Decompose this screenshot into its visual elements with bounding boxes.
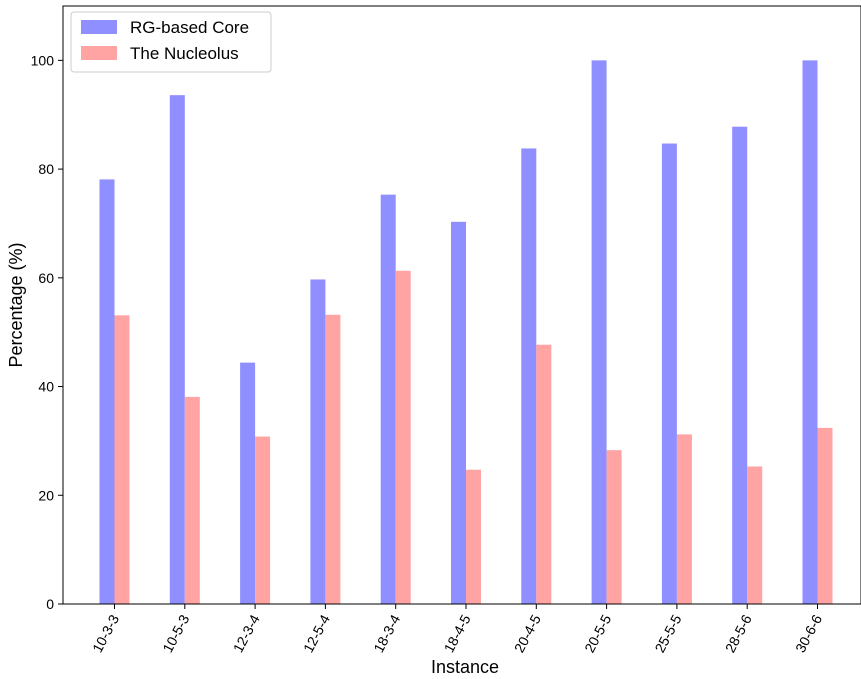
x-tick-label: 12-3-4	[230, 612, 263, 655]
bar-the-nucleolus-18-4-5	[466, 469, 481, 604]
legend-label-the-nucleolus: The Nucleolus	[130, 44, 239, 63]
legend-swatch-rg-based-core	[81, 20, 117, 34]
bar-the-nucleolus-28-5-6	[747, 466, 763, 604]
y-tick-label: 20	[38, 487, 54, 503]
bar-rg-based-core-25-5-5	[661, 143, 677, 605]
bar-rg-based-core-30-6-6	[802, 60, 818, 604]
x-axis: 10-3-3 10-5-3 12-3-4 12-5-4 18-3-4 18-4-5 20-4…	[89, 604, 825, 655]
x-tick-label: 18-3-4	[370, 612, 403, 655]
legend-label-rg-based-core: RG-based Core	[130, 18, 249, 37]
x-tick-label: 30-6-6	[792, 612, 825, 655]
y-tick-label: 80	[38, 161, 54, 177]
y-tick-label: 0	[46, 596, 54, 612]
bar-rg-based-core-10-5-3	[169, 95, 185, 604]
bar-the-nucleolus-10-5-3	[184, 396, 200, 604]
legend-swatch-the-nucleolus	[81, 46, 117, 60]
bar-the-nucleolus-18-3-4	[395, 270, 411, 604]
bar-rg-based-core-10-3-3	[99, 179, 115, 605]
legend: RG-based Core The Nucleolus	[70, 11, 272, 73]
legend-box	[70, 11, 272, 73]
bar-rg-based-core-12-3-4	[240, 362, 256, 604]
bar-rg-based-core-20-4-5	[521, 148, 537, 604]
bar-the-nucleolus-30-6-6	[817, 427, 833, 604]
x-tick-label: 25-5-5	[651, 612, 684, 655]
bar-the-nucleolus-20-5-5	[606, 450, 622, 604]
x-tick-label: 12-5-4	[300, 612, 333, 655]
x-tick-label: 10-5-3	[159, 612, 192, 655]
x-tick-label: 20-5-5	[581, 612, 614, 655]
y-tick-label: 60	[38, 270, 54, 286]
y-axis: 0 20 40 60 80 100	[31, 52, 63, 612]
bar-rg-based-core-20-5-5	[591, 60, 607, 604]
x-tick-label: 28-5-6	[722, 612, 755, 655]
bar-rg-based-core-12-5-4	[310, 279, 326, 604]
bar-the-nucleolus-20-4-5	[536, 344, 552, 604]
bar-rg-based-core-18-3-4	[380, 194, 396, 604]
bar-the-nucleolus-10-3-3	[114, 315, 130, 604]
bars-group	[99, 60, 833, 605]
y-axis-title: Percentage (%)	[6, 242, 26, 367]
bar-rg-based-core-28-5-6	[732, 126, 748, 605]
y-tick-label: 100	[31, 52, 55, 68]
x-axis-title: Instance	[431, 657, 499, 677]
plot-frame	[62, 5, 861, 605]
x-tick-label: 10-3-3	[89, 612, 122, 655]
bar-the-nucleolus-12-5-4	[325, 314, 341, 604]
x-tick-label: 18-4-5	[441, 612, 474, 655]
bar-the-nucleolus-12-3-4	[255, 436, 271, 604]
bar-the-nucleolus-25-5-5	[676, 434, 692, 604]
x-tick-label: 20-4-5	[511, 612, 544, 655]
y-tick-label: 40	[38, 379, 54, 395]
bar-rg-based-core-18-4-5	[451, 221, 466, 604]
